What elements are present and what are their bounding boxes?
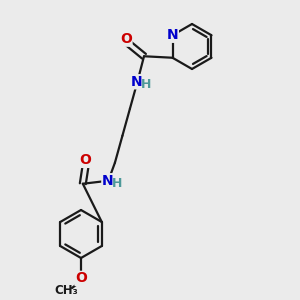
Text: N: N — [102, 174, 113, 188]
Text: O: O — [75, 272, 87, 285]
Text: O: O — [79, 153, 91, 167]
Text: N: N — [167, 28, 178, 42]
Text: N: N — [131, 75, 142, 89]
Text: H: H — [141, 78, 152, 91]
Text: H: H — [112, 177, 122, 190]
Text: O: O — [120, 32, 132, 46]
Text: CH₃: CH₃ — [54, 284, 78, 298]
